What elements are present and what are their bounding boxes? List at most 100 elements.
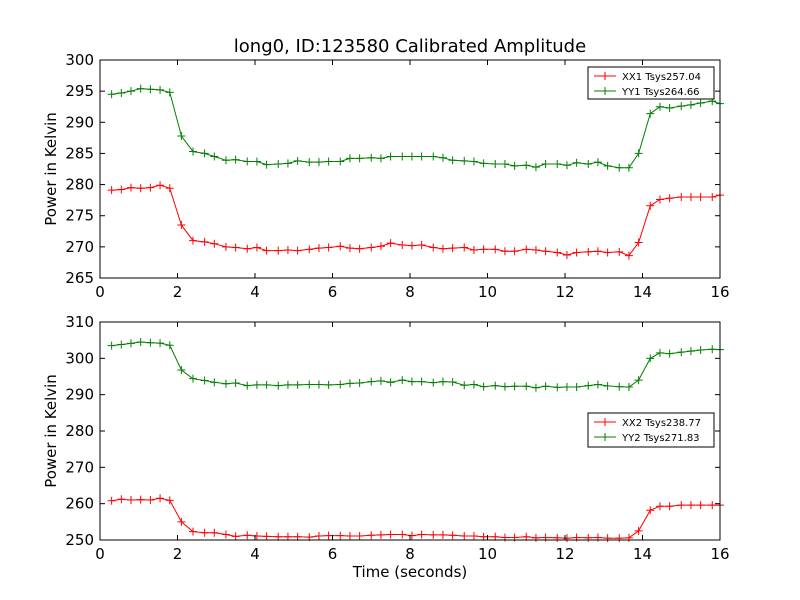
data-point — [479, 245, 488, 254]
data-point — [189, 527, 197, 536]
data-point — [398, 240, 407, 249]
data-point — [231, 379, 240, 388]
data-point — [345, 244, 354, 253]
data-point — [572, 158, 581, 167]
x-tick-label: 2 — [173, 283, 183, 301]
data-point — [355, 244, 364, 253]
data-point — [262, 246, 271, 255]
data-point — [252, 532, 261, 541]
data-point — [283, 159, 292, 168]
x-tick-label: 8 — [405, 545, 415, 563]
data-point — [262, 160, 271, 169]
x-tick-label: 16 — [710, 545, 729, 563]
data-point — [686, 193, 695, 202]
data-point — [677, 501, 686, 510]
y-tick-label: 300 — [65, 51, 94, 69]
data-point — [177, 517, 186, 526]
data-point — [491, 160, 500, 169]
data-point — [522, 382, 531, 391]
data-point — [336, 242, 345, 251]
data-point — [189, 374, 197, 383]
data-point — [522, 245, 531, 254]
data-point — [189, 147, 197, 156]
data-point — [127, 496, 135, 505]
x-tick-label: 16 — [710, 283, 729, 301]
data-point — [398, 376, 407, 385]
x-tick-label: 14 — [633, 545, 652, 563]
data-point — [634, 238, 643, 247]
x-tick-label: 10 — [478, 545, 497, 563]
data-point — [355, 379, 364, 388]
data-point — [156, 85, 165, 94]
y-tick-label: 265 — [65, 269, 94, 287]
data-point — [615, 247, 624, 256]
data-point — [221, 379, 230, 388]
data-point — [283, 380, 292, 389]
x-tick-label: 4 — [250, 545, 260, 563]
data-point — [655, 348, 664, 357]
data-point — [314, 532, 323, 541]
data-point — [603, 381, 612, 390]
legend: XX1 Tsys257.04 YY1 Tsys264.66 — [587, 66, 715, 100]
data-point — [314, 380, 323, 389]
data-point — [293, 380, 302, 389]
data-point — [686, 347, 695, 356]
data-point — [491, 532, 500, 541]
data-point — [696, 501, 705, 510]
legend-marker — [601, 418, 609, 426]
data-point — [274, 160, 283, 169]
data-point — [355, 532, 364, 541]
data-point — [510, 161, 519, 170]
legend: XX2 Tsys238.77 YY2 Tsys271.83 — [587, 412, 715, 448]
data-point — [324, 243, 333, 252]
x-tick-label: 6 — [328, 283, 338, 301]
chart-title: long0, ID:123580 Calibrated Amplitude — [234, 36, 586, 57]
data-point — [448, 377, 457, 386]
top-chart: 0 2 4 6 8 10 12 14 16 265 270 275 280 285 290 295 300 lon… — [42, 36, 730, 301]
data-point — [305, 245, 314, 254]
data-point — [146, 496, 155, 505]
data-point — [386, 239, 395, 248]
data-point — [448, 156, 457, 165]
data-point — [376, 376, 385, 385]
data-point — [376, 154, 385, 163]
data-point — [210, 528, 219, 537]
data-point — [252, 243, 261, 252]
data-point — [376, 530, 385, 539]
data-point — [156, 181, 165, 190]
data-point — [584, 247, 593, 256]
data-point — [553, 533, 562, 542]
data-point — [136, 337, 145, 346]
y-tick-label: 300 — [65, 349, 94, 367]
data-point — [243, 244, 252, 253]
data-point — [386, 378, 395, 387]
data-point — [429, 530, 438, 539]
data-point — [438, 153, 447, 162]
data-point — [156, 339, 165, 348]
legend-box — [587, 66, 715, 100]
data-point — [117, 340, 126, 349]
data-point — [117, 89, 126, 98]
data-point — [417, 240, 426, 249]
data-point — [469, 245, 478, 254]
data-point — [200, 149, 209, 158]
data-point — [429, 243, 438, 252]
data-point — [407, 377, 416, 386]
data-point — [448, 531, 457, 540]
x-tick-label: 4 — [250, 283, 260, 301]
data-point — [252, 157, 261, 166]
x-tick-label: 6 — [328, 545, 338, 563]
x-tick-label: 2 — [173, 545, 183, 563]
data-point — [283, 245, 292, 254]
data-point — [646, 354, 655, 363]
data-point — [500, 160, 509, 169]
legend-label: YY2 Tsys271.83 — [621, 433, 700, 444]
data-point — [708, 501, 717, 510]
data-point — [127, 183, 135, 192]
data-point — [165, 496, 174, 505]
data-point — [438, 377, 447, 386]
data-point — [200, 376, 209, 385]
data-point — [593, 247, 602, 256]
data-point — [677, 102, 686, 111]
data-point — [417, 530, 426, 539]
